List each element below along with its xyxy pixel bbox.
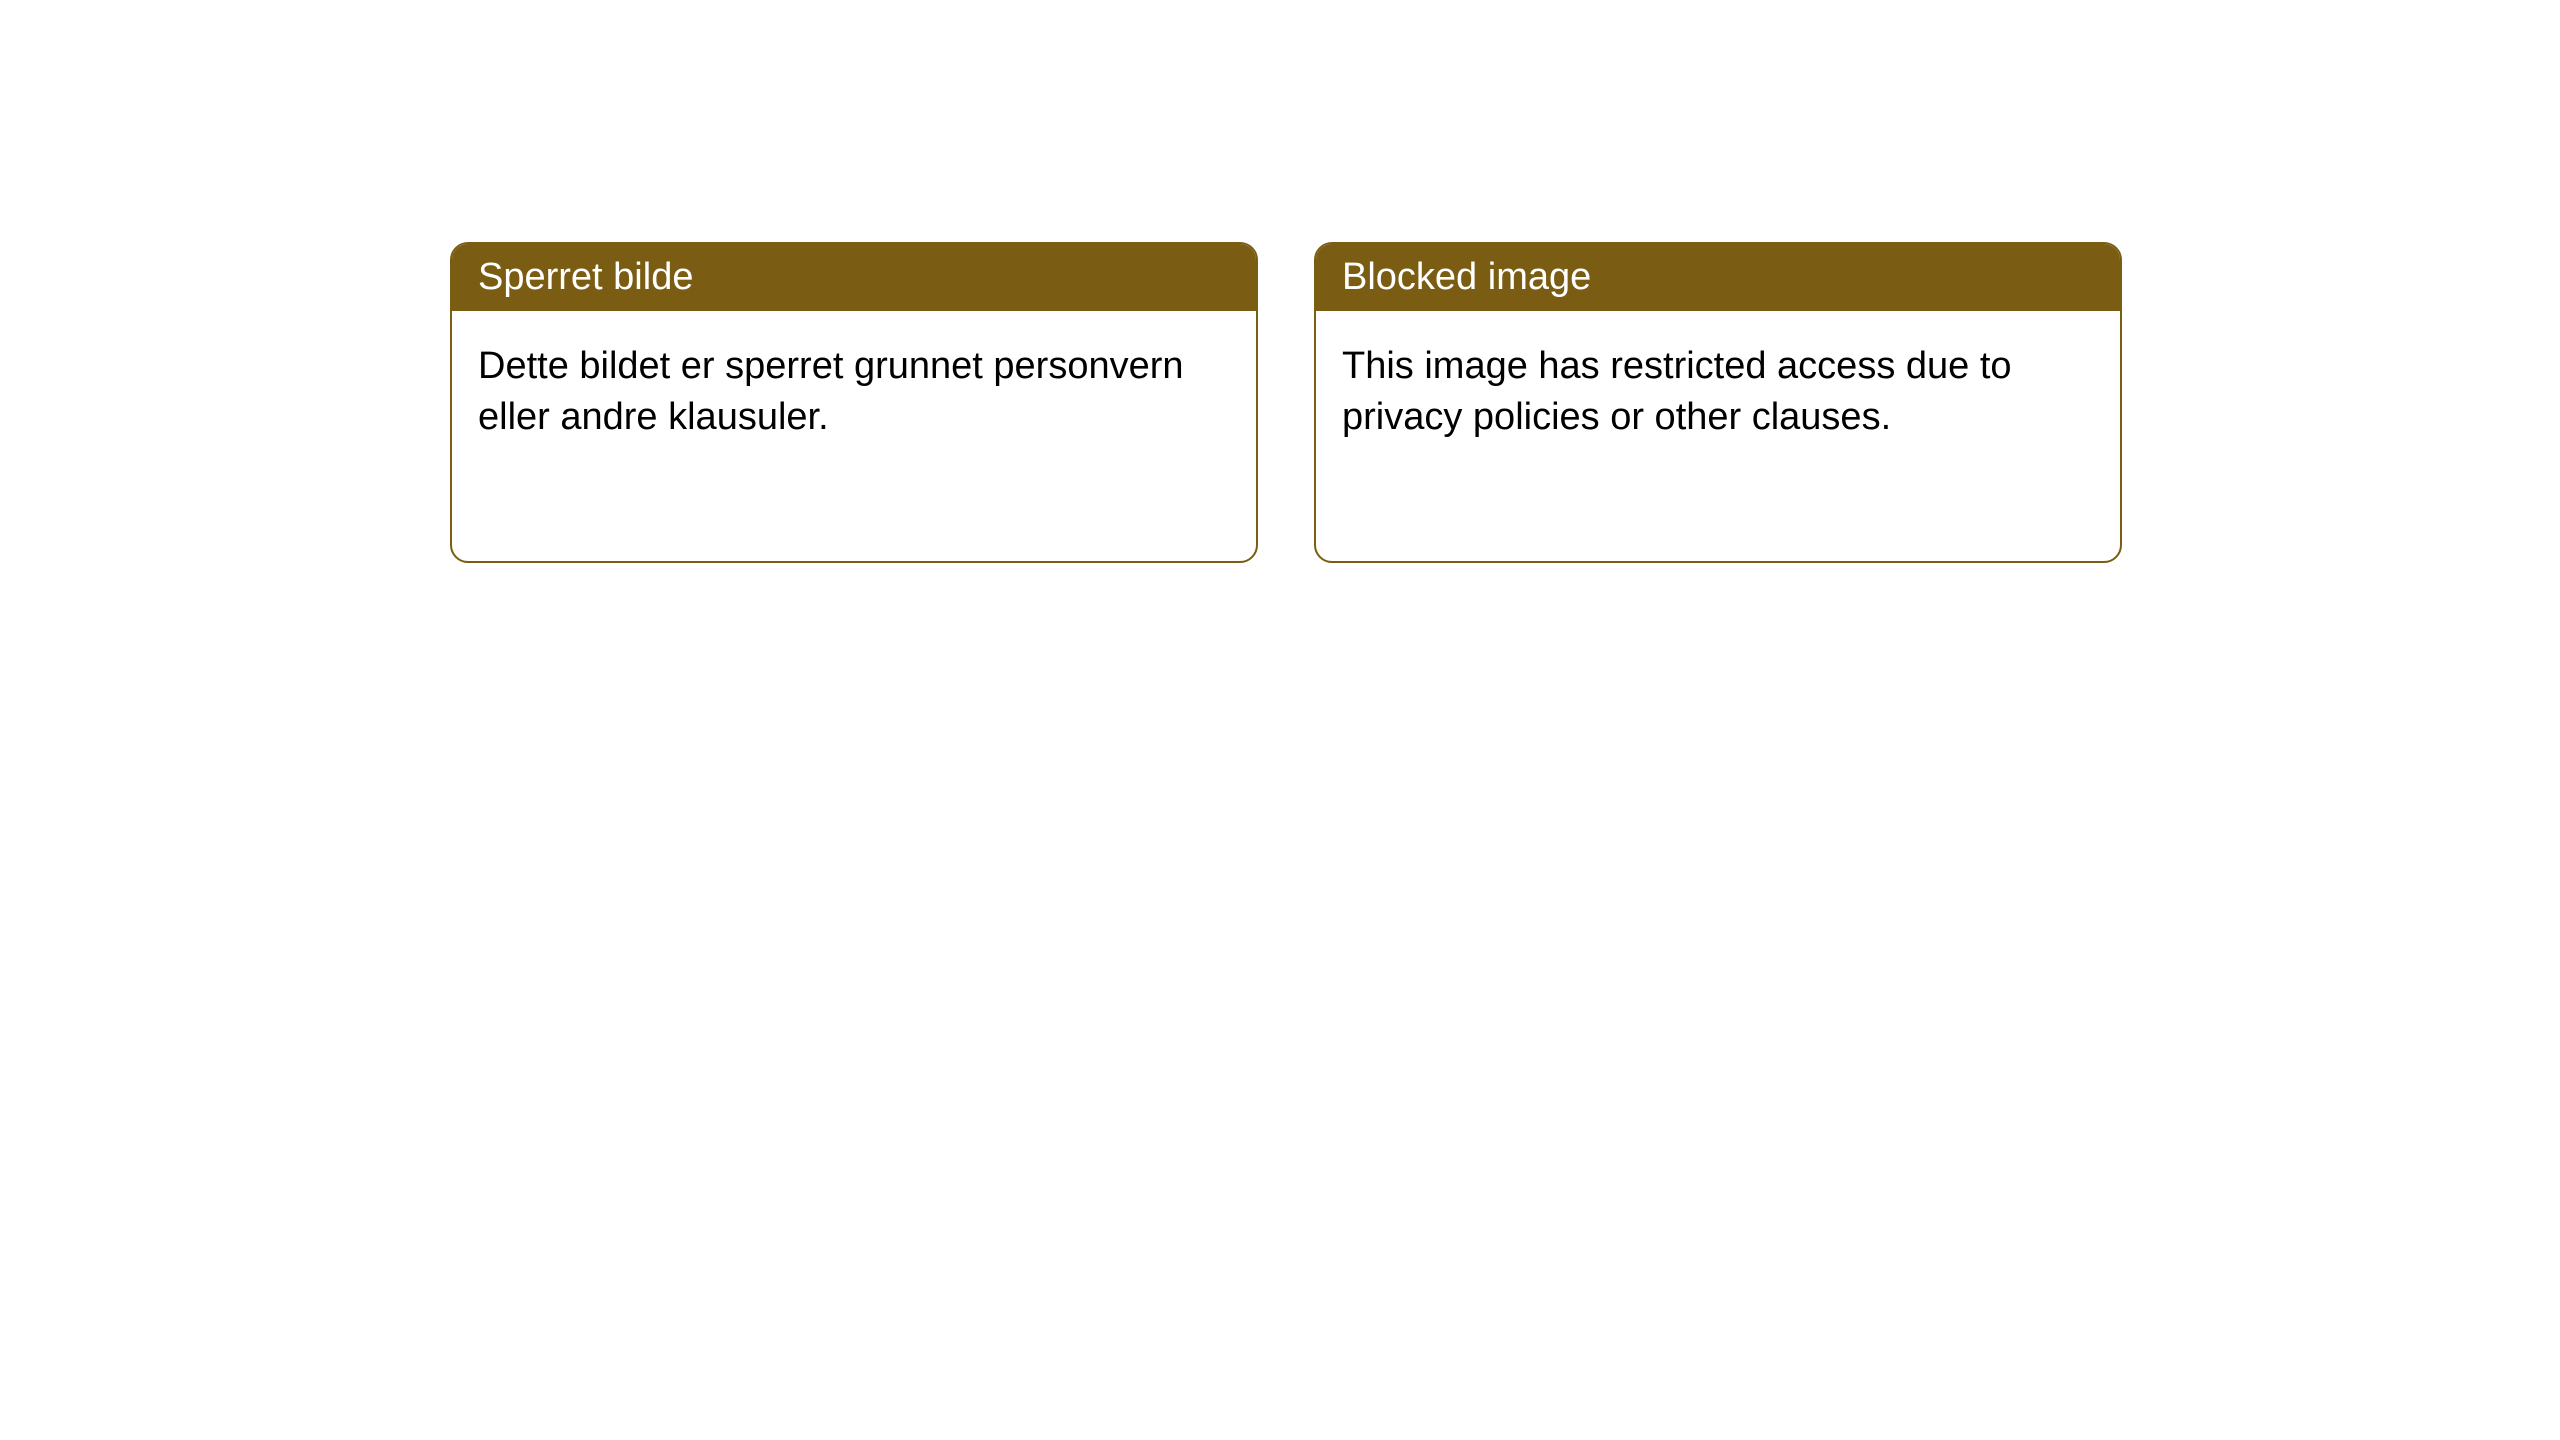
notice-box-english: Blocked image This image has restricted … [1314, 242, 2122, 563]
notice-box-norwegian: Sperret bilde Dette bildet er sperret gr… [450, 242, 1258, 563]
notices-container: Sperret bilde Dette bildet er sperret gr… [0, 0, 2560, 563]
notice-header: Sperret bilde [452, 244, 1256, 311]
notice-header: Blocked image [1316, 244, 2120, 311]
notice-body: This image has restricted access due to … [1316, 311, 2120, 561]
notice-body: Dette bildet er sperret grunnet personve… [452, 311, 1256, 561]
